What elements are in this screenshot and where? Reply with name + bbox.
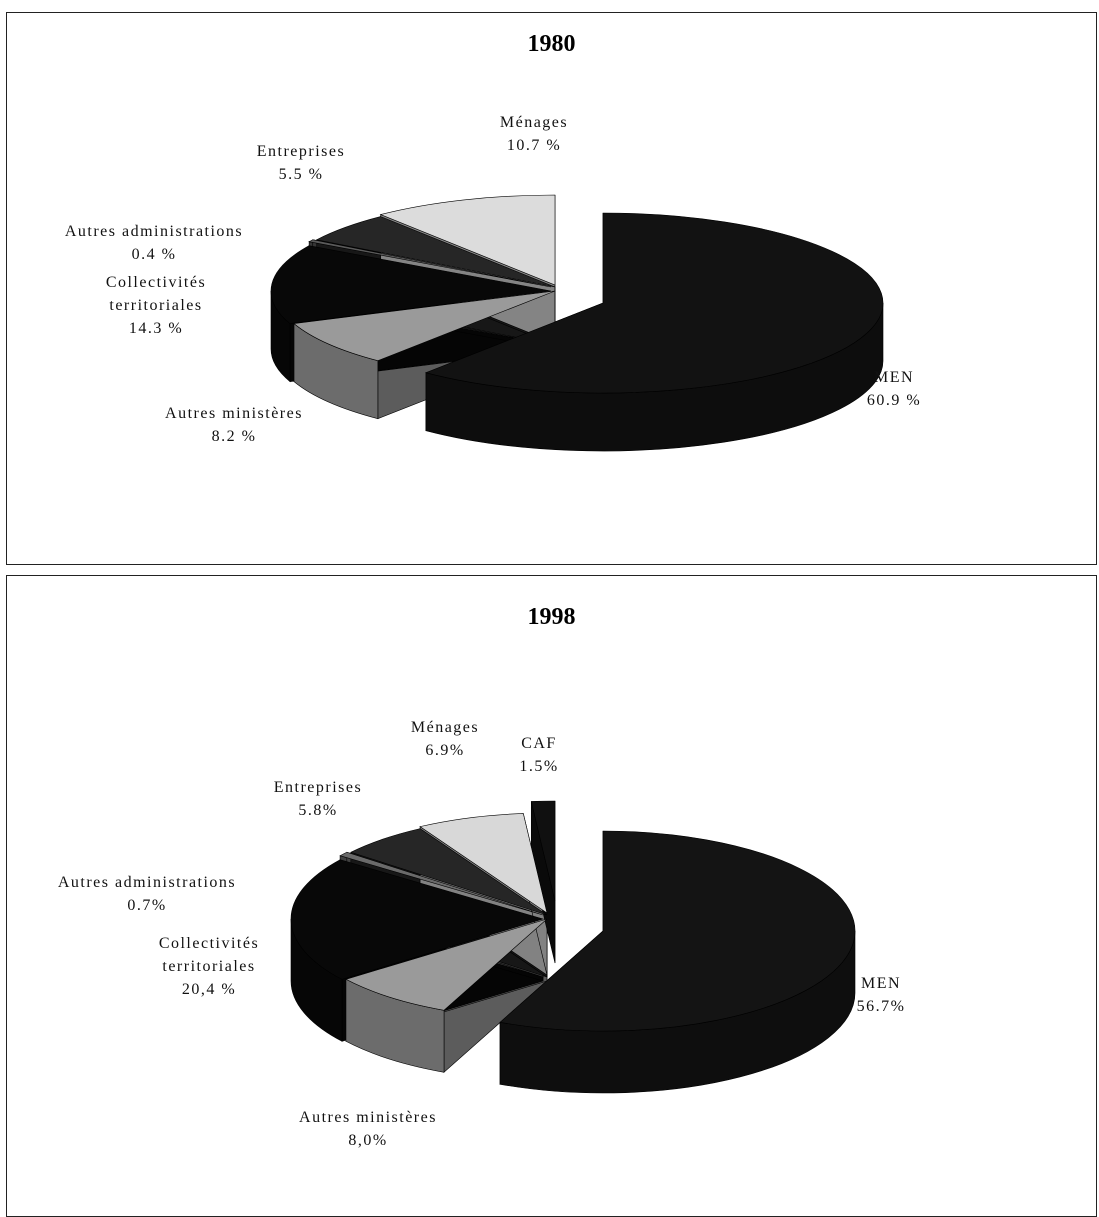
pie-slice: [293, 290, 556, 362]
slice-name: Ménages: [410, 719, 480, 736]
slice-name: Entreprises: [256, 143, 346, 160]
slice-value: 5.5 %: [278, 166, 324, 183]
slice-value: 1.5%: [519, 758, 559, 775]
slice-value: 0.7%: [127, 897, 167, 914]
slice-label: Autres administrations 0.4 %: [34, 220, 274, 266]
slice-value: 6.9%: [425, 742, 465, 759]
pie-slice: [350, 828, 548, 916]
slice-name: Autres administrations: [64, 223, 244, 240]
slice-name: Collectivités territoriales: [158, 935, 260, 975]
chart-title: 1980: [527, 31, 576, 57]
pie-chart: [290, 800, 856, 1094]
pie-slice: [308, 239, 552, 288]
pie-chart: [270, 194, 884, 452]
slice-sides: [290, 918, 856, 1094]
slice-label: MEN 56.7%: [841, 972, 921, 1018]
slice-label: Entreprises 5.5 %: [231, 140, 371, 186]
slice-label: Autres ministères 8,0%: [268, 1106, 468, 1152]
slice-name: CAF: [521, 735, 557, 752]
slice-name: Entreprises: [273, 779, 363, 796]
slice-label: Entreprises 5.8%: [248, 776, 388, 822]
slice-label: Ménages 6.9%: [390, 716, 500, 762]
slice-name: Autres ministères: [165, 405, 303, 422]
slice-value: 20,4 %: [181, 981, 237, 998]
slice-name: Collectivités territoriales: [105, 274, 207, 314]
pie-slice: [379, 194, 556, 286]
slice-name: MEN: [860, 975, 902, 992]
slice-value: 56.7%: [856, 998, 906, 1015]
slice-value: 0.4 %: [131, 246, 177, 263]
slice-name: MEN: [873, 369, 915, 386]
pie-slice: [339, 851, 544, 916]
slice-value: 8.2 %: [211, 428, 257, 445]
slice-value: 5.8%: [298, 802, 338, 819]
slice-label: Collectivités territoriales 20,4 %: [134, 932, 284, 1001]
pie-slice: [419, 813, 548, 914]
chart-title: 1998: [527, 604, 576, 630]
slice-name: Autres ministères: [299, 1109, 437, 1126]
chart-panel: 1998 MEN 56.7% Autres ministères 8,0% Collec…: [6, 575, 1097, 1217]
pie-slice: [290, 859, 545, 980]
slice-value: 10.7 %: [506, 137, 562, 154]
slice-label: MEN 60.9 %: [854, 366, 934, 412]
pie-slice: [499, 830, 856, 1032]
slice-label: Ménages 10.7 %: [474, 111, 594, 157]
slice-name: Autres administrations: [57, 874, 237, 891]
slice-sides: [270, 290, 884, 452]
pie-slice: [424, 212, 884, 394]
pie-slice: [530, 800, 556, 902]
slice-tops: [270, 194, 884, 394]
pie-slice: [345, 918, 548, 1011]
slice-value: 60.9 %: [866, 392, 922, 409]
slice-label: CAF 1.5%: [509, 732, 569, 778]
slice-value: 8,0%: [348, 1132, 388, 1149]
slice-value: 14.3 %: [128, 320, 184, 337]
slice-label: Collectivités territoriales 14.3 %: [91, 271, 221, 340]
slice-tops: [290, 800, 856, 1032]
pie-slice: [315, 216, 556, 288]
slice-label: Autres administrations 0.7%: [27, 871, 267, 917]
slice-label: Autres ministères 8.2 %: [144, 402, 324, 448]
slice-name: Ménages: [499, 114, 569, 131]
pie-slice: [270, 245, 552, 324]
chart-panel: 1980 MEN 60.9 % Autres ministères 8.2 % Coll…: [6, 12, 1097, 565]
